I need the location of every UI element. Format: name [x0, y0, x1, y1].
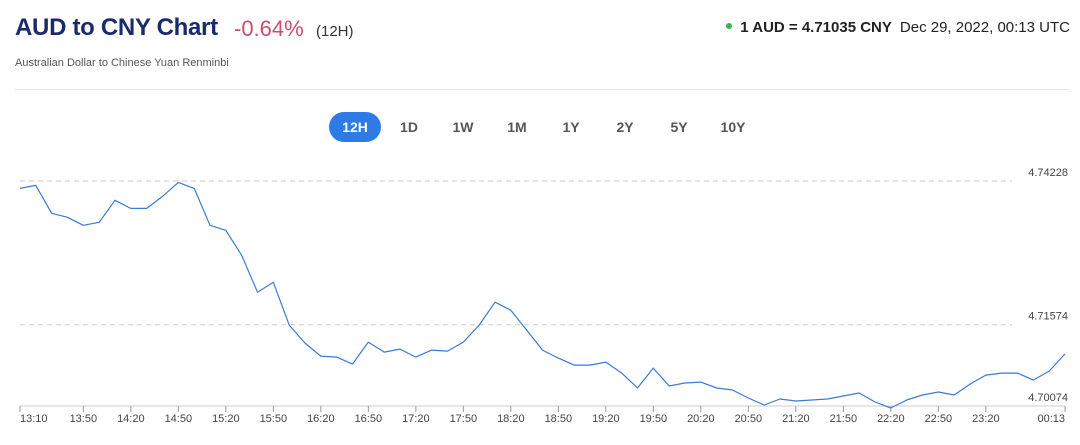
change: -0.64% — [234, 16, 304, 41]
range-button[interactable]: 2Y — [616, 119, 634, 135]
title: AUD to CNY Chart — [15, 14, 218, 41]
range-button[interactable]: 1W — [452, 119, 474, 135]
x-tick-label: 22:50 — [925, 413, 953, 425]
x-tick-label: 19:50 — [640, 413, 668, 425]
x-tick-label: 00:13 — [1037, 413, 1065, 425]
status-dot — [726, 23, 733, 29]
x-tick-label: 22:20 — [877, 413, 905, 425]
y-tick-label: 4.74228 — [1028, 167, 1068, 179]
x-tick-label: 14:50 — [165, 413, 193, 425]
x-tick-label: 21:20 — [782, 413, 810, 425]
x-tick-label: 17:20 — [402, 413, 430, 425]
x-tick-label: 16:50 — [355, 413, 383, 425]
x-tick-label: 16:20 — [307, 413, 335, 425]
range-selector: 12H 1D 1W 1M 1Y 2Y 5Y 10Y — [329, 112, 761, 142]
range-button[interactable]: 10Y — [720, 119, 746, 135]
subtitle: Australian Dollar to Chinese Yuan Renmin… — [15, 57, 229, 69]
x-tick-label: 17:50 — [450, 413, 478, 425]
x-tick-label: 20:50 — [735, 413, 763, 425]
range-button[interactable]: 1Y — [562, 119, 580, 135]
range-button[interactable]: 12H — [329, 112, 381, 142]
time: Dec 29, 2022, 00:13 UTC — [899, 19, 1070, 36]
x-tick-label: 13:10 — [20, 413, 48, 425]
price-line — [19, 181, 1066, 409]
range-button[interactable]: 5Y — [670, 119, 688, 135]
range-button[interactable]: 1D — [400, 119, 418, 135]
x-tick-label: 13:50 — [70, 413, 98, 425]
x-tick-label: 23:20 — [972, 413, 1000, 425]
x-tick-label: 15:50 — [260, 413, 288, 425]
x-tick-label: 18:20 — [497, 413, 525, 425]
x-tick-label: 19:20 — [592, 413, 620, 425]
x-tick-label: 20:20 — [687, 413, 715, 425]
range-button[interactable]: 1M — [507, 119, 527, 135]
x-tick-label: 15:20 — [212, 413, 240, 425]
y-tick-label: 4.71574 — [1028, 311, 1068, 323]
x-tick-label: 18:50 — [545, 413, 573, 425]
divider — [15, 89, 1070, 90]
y-tick-label: 4.70074 — [1028, 392, 1068, 404]
rate: 1 AUD = 4.71035 CNY Dec 29, 2022, 00:13 U… — [726, 19, 1070, 36]
x-tick-label: 14:20 — [117, 413, 145, 425]
period: (12H) — [316, 23, 354, 40]
x-tick-label: 21:50 — [830, 413, 858, 425]
quote: 1 AUD = 4.71035 CNY — [740, 19, 892, 36]
